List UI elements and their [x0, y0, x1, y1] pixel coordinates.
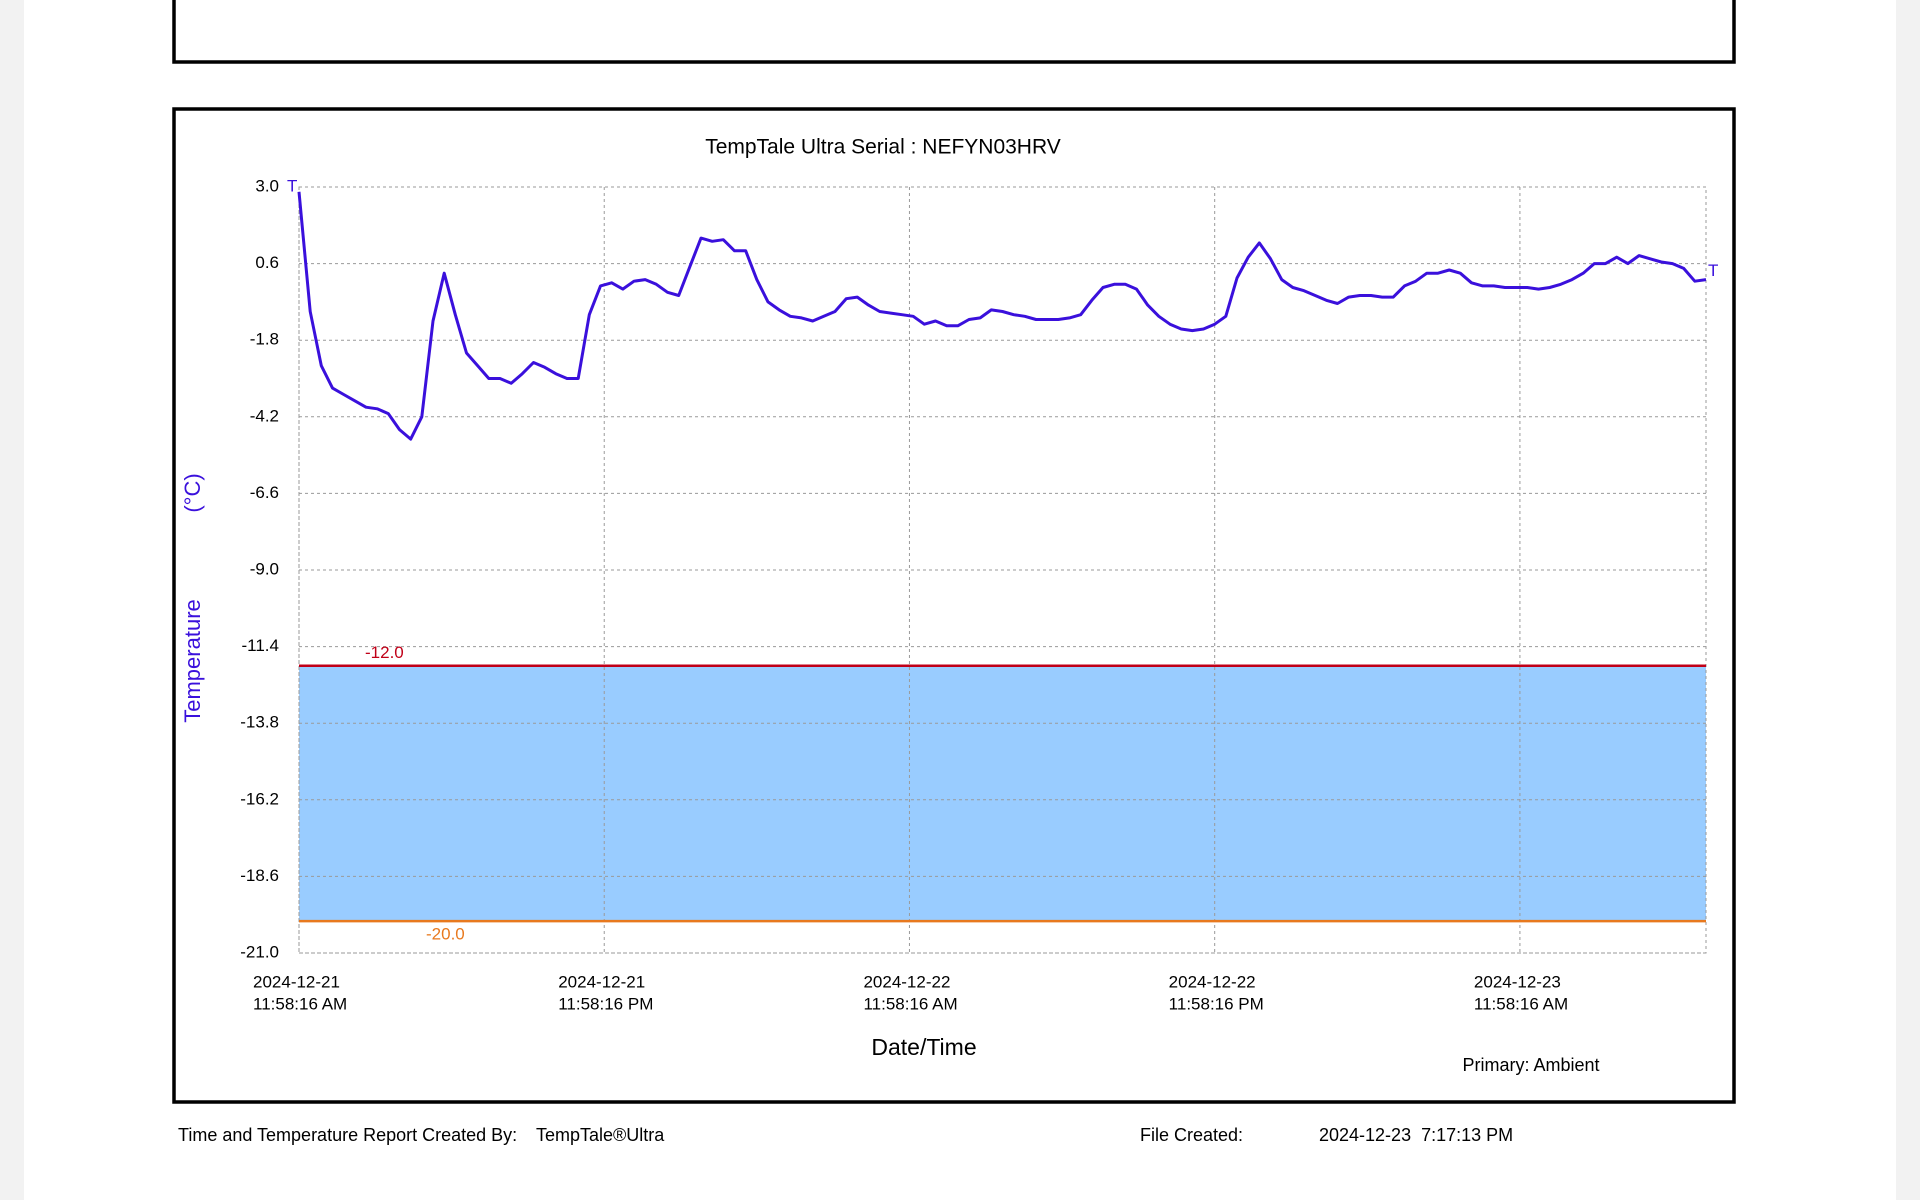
top-box: [172, 0, 1736, 64]
limit-band: [299, 665, 1706, 922]
sensor-label: Primary: Ambient: [1462, 1055, 1599, 1075]
y-tick-label: -16.2: [240, 789, 279, 808]
x-tick-label: 11:58:16 AM: [253, 994, 347, 1013]
page-sheet: [24, 0, 1896, 1200]
limit-label: -12.0: [365, 643, 404, 662]
x-tick-label: 11:58:16 PM: [1169, 994, 1264, 1013]
y-axis-label: Temperature: [180, 599, 205, 723]
y-tick-label: 0.6: [255, 253, 279, 272]
x-tick-label: 2024-12-22: [1169, 972, 1256, 991]
x-tick-label: 2024-12-21: [253, 972, 340, 991]
y-tick-label: -18.6: [240, 866, 279, 885]
y-tick-label: -1.8: [250, 330, 279, 349]
x-tick-label: 11:58:16 PM: [558, 994, 653, 1013]
data-line: [297, 191, 1707, 441]
chart-box: [172, 107, 1736, 1104]
chart-title: TempTale Ultra Serial : NEFYN03HRV: [705, 136, 1061, 159]
footer-file-created-label: File Created:: [1140, 1125, 1243, 1145]
footer-file-created: 2024-12-23 7:17:13 PM: [1319, 1125, 1513, 1145]
footer-product: TempTale®Ultra: [536, 1125, 665, 1145]
y-tick-label: -21.0: [240, 942, 279, 961]
x-tick-label: 2024-12-23: [1474, 972, 1561, 991]
y-axis-unit: (°C): [180, 473, 205, 512]
x-tick-label: 11:58:16 AM: [1474, 994, 1568, 1013]
footer-created-by: Time and Temperature Report Created By:: [178, 1125, 517, 1145]
y-tick-label: -13.8: [240, 713, 279, 732]
x-tick-label: 11:58:16 AM: [863, 994, 957, 1013]
start-marker: T: [287, 176, 297, 195]
x-axis-label: Date/Time: [871, 1034, 976, 1060]
limit-label: -20.0: [426, 925, 465, 944]
y-tick-label: -6.6: [250, 483, 279, 502]
end-marker: T: [1708, 261, 1718, 280]
x-tick-label: 2024-12-21: [558, 972, 645, 991]
y-tick-label: -4.2: [250, 406, 279, 425]
x-tick-label: 2024-12-22: [863, 972, 950, 991]
plot-border: [298, 186, 1707, 954]
y-tick-label: 3.0: [255, 176, 279, 195]
y-tick-label: -11.4: [242, 636, 280, 655]
y-tick-label: -9.0: [250, 559, 279, 578]
